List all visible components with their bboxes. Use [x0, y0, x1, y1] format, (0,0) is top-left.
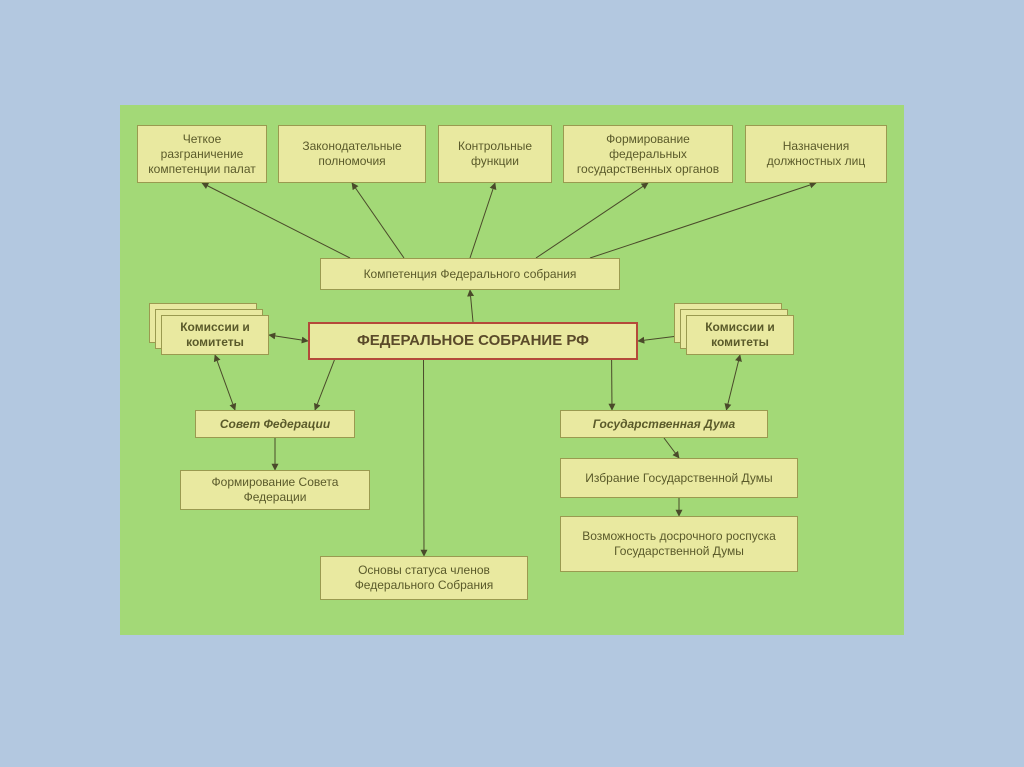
node-osnovy: Основы статуса членов Федерального Собра…: [320, 556, 528, 600]
node-top5: Назначения должностных лиц: [745, 125, 887, 183]
node-komL: Комиссии и комитеты: [161, 315, 269, 355]
node-top4: Формирование федеральных государственных…: [563, 125, 733, 183]
node-izbGD: Избрание Государственной Думы: [560, 458, 798, 498]
node-top2: Законодательные полномочия: [278, 125, 426, 183]
node-komR: Комиссии и комитеты: [686, 315, 794, 355]
node-formSF: Формирование Совета Федерации: [180, 470, 370, 510]
node-comp: Компетенция Федерального собрания: [320, 258, 620, 290]
node-top3: Контрольные функции: [438, 125, 552, 183]
node-gosD: Государственная Дума: [560, 410, 768, 438]
node-rospGD: Возможность досрочного роспуска Государс…: [560, 516, 798, 572]
node-main: ФЕДЕРАЛЬНОЕ СОБРАНИЕ РФ: [308, 322, 638, 360]
node-top1: Четкое разграничение компетенции палат: [137, 125, 267, 183]
node-sovF: Совет Федерации: [195, 410, 355, 438]
diagram-stage: Четкое разграничение компетенции палатЗа…: [0, 0, 1024, 767]
